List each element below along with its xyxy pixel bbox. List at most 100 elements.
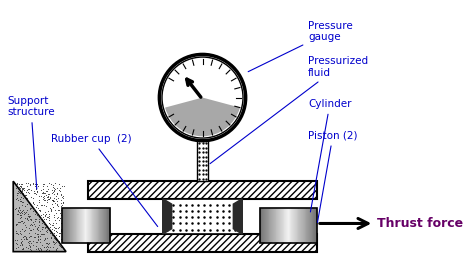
Point	[27, 216, 34, 221]
Point	[58, 229, 66, 234]
Point	[49, 190, 57, 194]
Point	[58, 237, 65, 241]
Point	[19, 188, 26, 193]
Point	[47, 224, 54, 229]
Point	[14, 220, 21, 224]
Point	[16, 211, 24, 215]
Point	[58, 183, 66, 188]
Point	[37, 232, 45, 237]
Point	[23, 181, 30, 186]
Point	[16, 242, 24, 247]
Polygon shape	[233, 199, 242, 234]
Point	[52, 238, 59, 242]
Point	[59, 240, 66, 245]
Point	[34, 247, 42, 252]
Point	[12, 246, 20, 250]
Point	[17, 220, 24, 224]
Point	[33, 227, 41, 232]
Point	[34, 240, 41, 244]
Point	[20, 237, 27, 241]
Point	[46, 191, 53, 196]
Point	[23, 184, 31, 188]
Point	[25, 214, 33, 219]
Point	[49, 221, 56, 225]
Point	[32, 247, 39, 251]
Point	[49, 205, 56, 209]
Point	[17, 215, 24, 219]
Text: Thrust force: Thrust force	[377, 217, 463, 230]
Point	[45, 197, 52, 202]
Point	[25, 226, 33, 230]
Point	[50, 241, 57, 246]
Point	[53, 202, 61, 206]
Point	[49, 238, 57, 243]
Text: Rubber cup  (2): Rubber cup (2)	[51, 134, 158, 227]
Point	[30, 189, 37, 193]
Point	[42, 241, 50, 245]
Point	[52, 211, 60, 215]
Point	[20, 228, 27, 233]
Point	[26, 207, 34, 211]
Point	[23, 190, 30, 194]
Point	[37, 208, 44, 212]
Point	[18, 226, 25, 231]
Point	[40, 245, 48, 250]
Bar	[62, 208, 110, 243]
Point	[42, 212, 50, 217]
Point	[35, 216, 42, 221]
Point	[48, 197, 55, 202]
Point	[25, 246, 32, 251]
Point	[18, 189, 26, 194]
Point	[60, 214, 68, 219]
Point	[29, 200, 37, 204]
Point	[29, 205, 37, 209]
Point	[34, 228, 41, 233]
Point	[43, 230, 51, 235]
Point	[21, 234, 28, 238]
Point	[27, 217, 34, 222]
Point	[54, 215, 62, 219]
Point	[38, 203, 45, 208]
Point	[39, 215, 47, 219]
Point	[20, 186, 27, 190]
Point	[46, 206, 53, 211]
Point	[23, 196, 30, 201]
Point	[45, 212, 53, 216]
Point	[31, 191, 39, 196]
Point	[42, 217, 50, 222]
Text: Support
structure: Support structure	[7, 96, 55, 189]
Point	[33, 205, 40, 209]
Point	[52, 233, 60, 238]
Point	[43, 244, 50, 248]
Point	[41, 213, 48, 217]
Polygon shape	[13, 181, 66, 252]
Point	[46, 218, 53, 222]
Point	[13, 240, 20, 245]
Point	[39, 191, 47, 196]
Point	[46, 231, 54, 236]
Point	[48, 235, 55, 240]
Point	[14, 208, 21, 213]
Point	[56, 188, 64, 193]
Point	[48, 190, 56, 195]
Point	[36, 234, 44, 238]
Point	[32, 244, 39, 249]
Point	[45, 227, 52, 231]
Point	[27, 181, 34, 186]
Point	[52, 229, 59, 234]
Point	[48, 202, 55, 206]
Point	[53, 246, 60, 250]
Point	[23, 217, 30, 222]
Point	[42, 192, 50, 197]
Point	[48, 198, 56, 202]
Point	[18, 203, 26, 207]
Point	[59, 226, 67, 230]
Point	[46, 216, 53, 220]
Point	[51, 199, 58, 203]
Point	[58, 221, 65, 226]
Point	[13, 182, 20, 186]
Point	[42, 245, 49, 249]
Point	[35, 198, 43, 202]
Point	[58, 239, 65, 243]
Point	[46, 197, 53, 201]
